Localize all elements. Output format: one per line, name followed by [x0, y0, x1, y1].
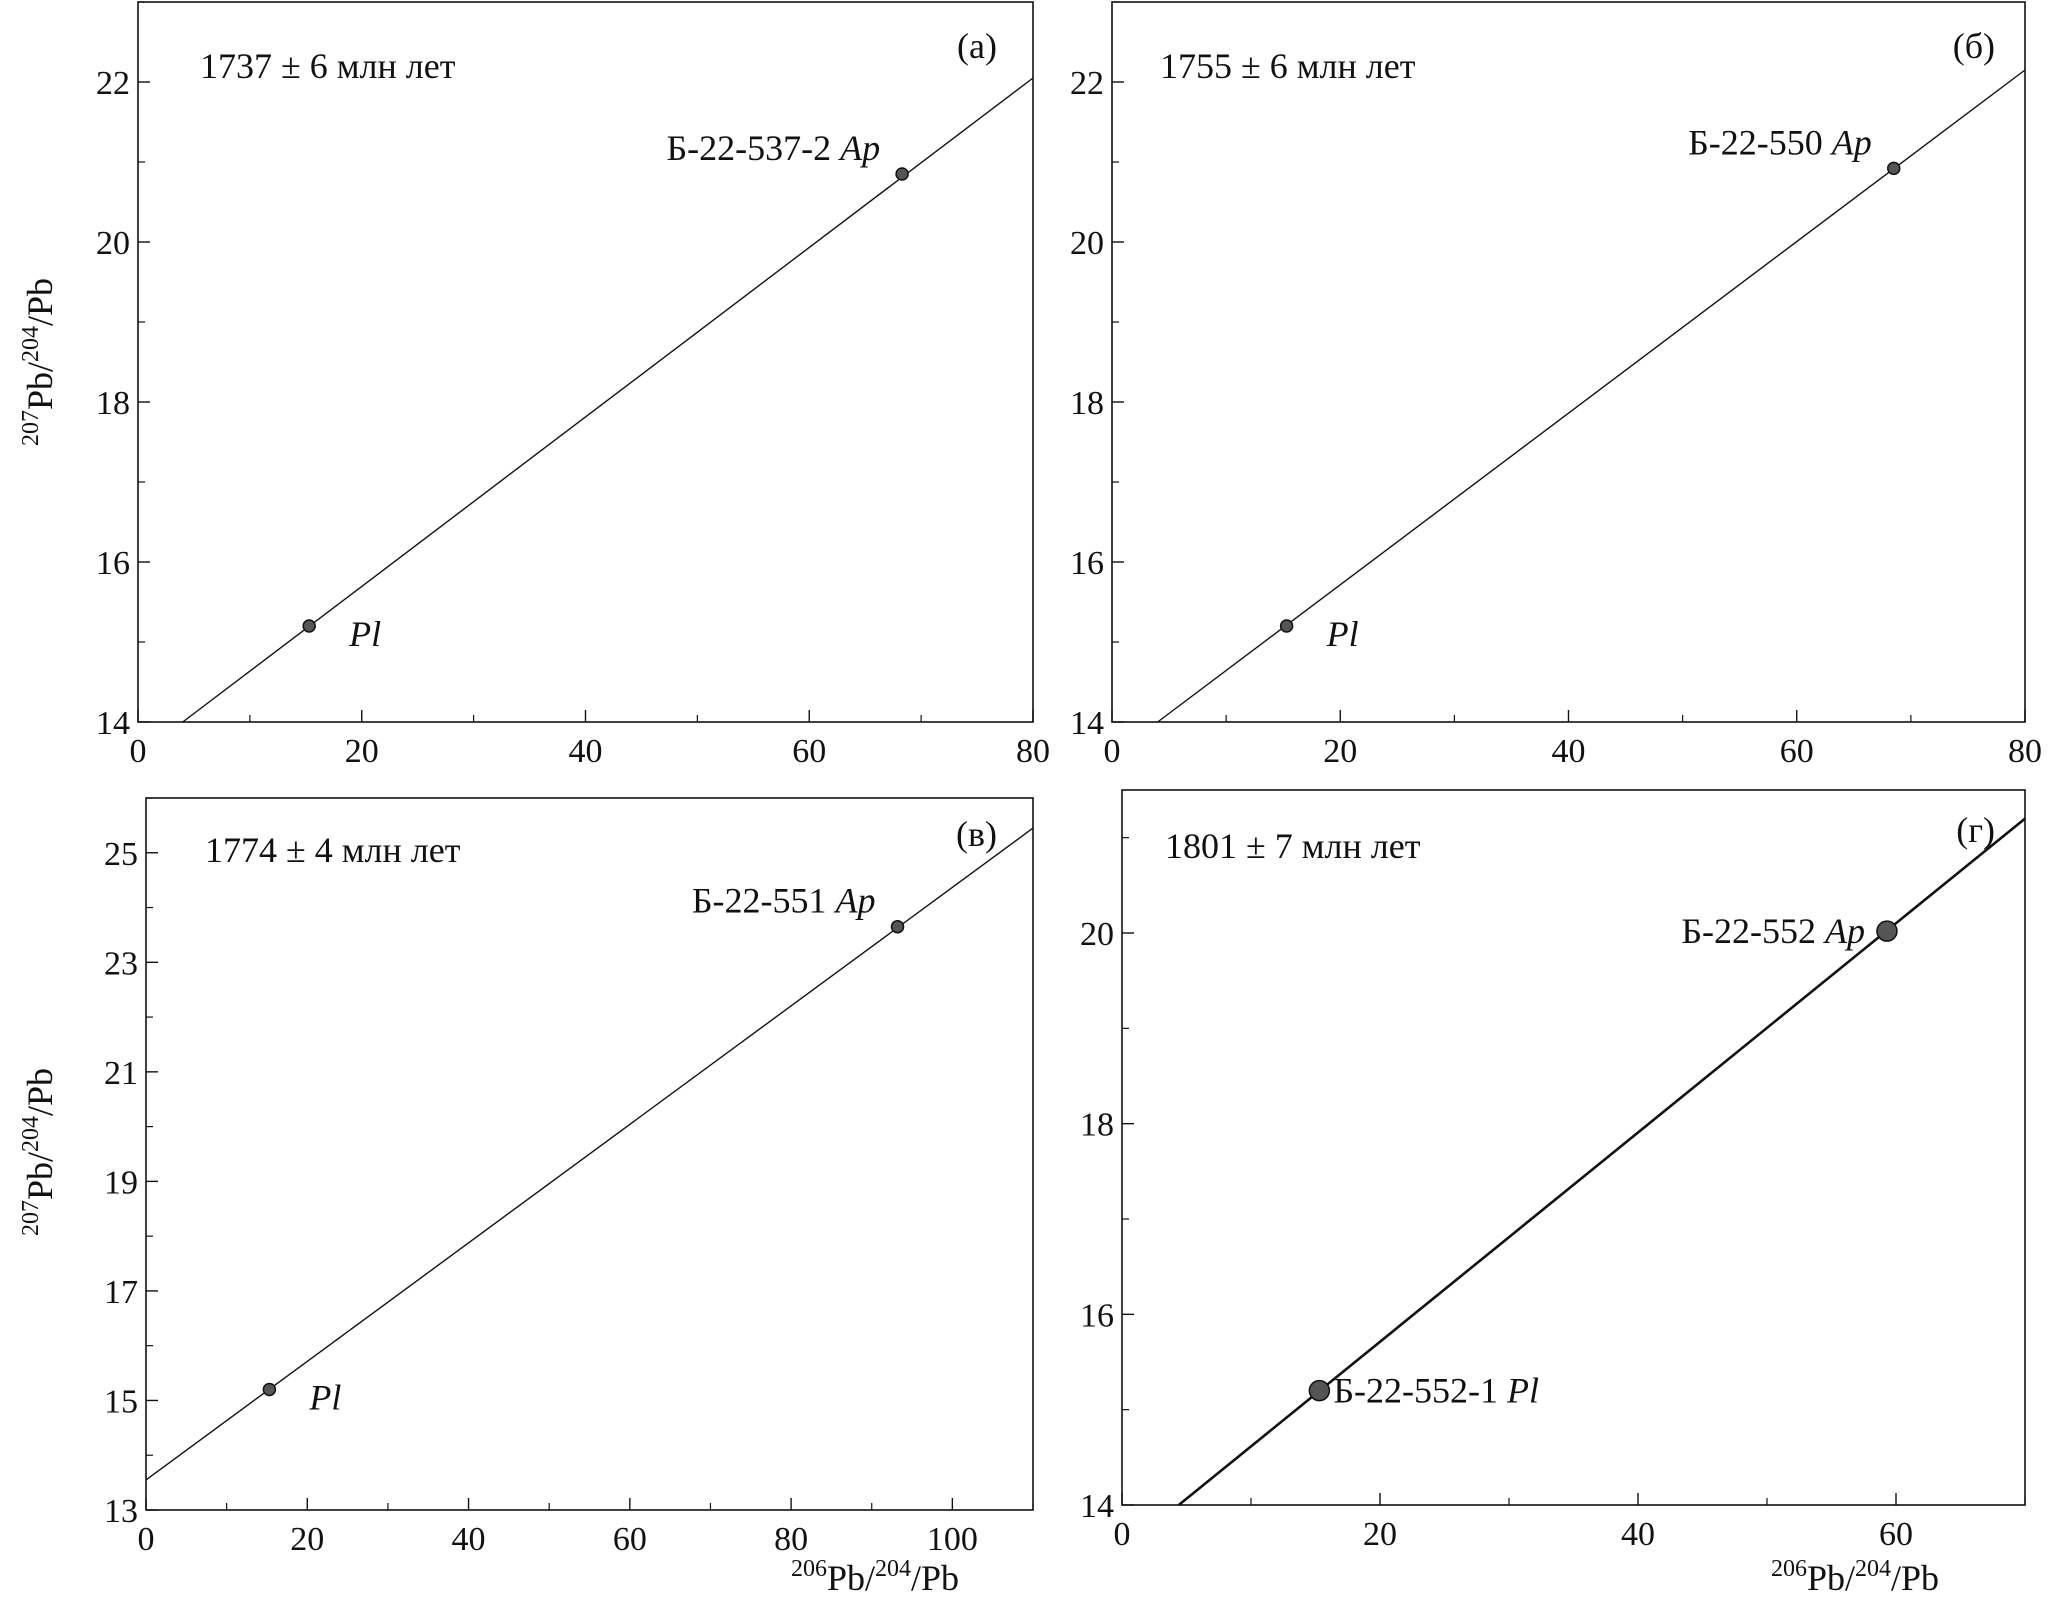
y-tick-label: 25: [104, 836, 138, 873]
data-point: [262, 1382, 277, 1397]
plot-frame: [1111, 1, 2026, 723]
data-point: [1308, 1379, 1331, 1402]
data-point: [1887, 161, 1901, 176]
y-tick-label: 14: [1080, 1488, 1114, 1525]
y-tick-label: 23: [104, 945, 138, 982]
x-tick-label: 60: [792, 733, 826, 770]
x-tick-label: 60: [1780, 733, 1814, 770]
data-point: [890, 919, 905, 934]
panel-letter: (а): [957, 26, 997, 66]
y-tick-label: 22: [1070, 65, 1104, 102]
data-point: [1876, 920, 1898, 942]
isochron-panel-4: 0 20 40 60 14 16 18 20 Б-22-552-1 Pl Б-22-552 Ap 1…: [1080, 789, 2026, 1598]
point-label: Pl: [348, 614, 381, 654]
age-annotation: 1737 ± 6 млн лет: [200, 46, 456, 86]
data-point: [895, 167, 909, 181]
x-tick-label: 20: [345, 733, 379, 770]
isochron-line: [145, 827, 1034, 1481]
y-tick-label: 18: [1080, 1107, 1114, 1144]
x-tick-label: 0: [138, 1521, 155, 1558]
x-tick-label: 0: [130, 733, 147, 770]
y-tick-label: 22: [96, 65, 130, 102]
x-tick-label: 20: [290, 1521, 324, 1558]
x-tick-label: 0: [1114, 1516, 1131, 1553]
x-tick-label: 80: [1016, 733, 1050, 770]
x-tick-label: 40: [452, 1521, 486, 1558]
point-label: Б-22-537-2 Ap: [666, 128, 880, 168]
point-label: Б-22-552 Ap: [1681, 911, 1865, 951]
y-tick-label: 20: [1070, 225, 1104, 262]
x-axis-title: 206Pb/204/Pb: [791, 1556, 959, 1598]
point-label: Pl: [308, 1378, 341, 1418]
isochron-line: [182, 77, 1034, 723]
y-tick-label: 18: [1070, 385, 1104, 422]
y-axis-title: 207Pb/204/Pb: [18, 278, 60, 446]
x-tick-label: 20: [1363, 1516, 1397, 1553]
x-axis-title: 206Pb/204/Pb: [1771, 1556, 1939, 1598]
x-tick-label: 80: [2008, 733, 2042, 770]
isochron-panel-2: 0 20 40 60 80 14 16 18 20 22 Pl Б-22-550 Ap 1755 ± 6…: [1070, 1, 2042, 770]
y-axis-title: 207Pb/204/Pb: [18, 1068, 60, 1236]
age-annotation: 1801 ± 7 млн лет: [1165, 826, 1421, 866]
x-tick-label: 40: [569, 733, 603, 770]
y-tick-label: 14: [1070, 705, 1104, 742]
y-tick-label: 14: [96, 705, 130, 742]
y-tick-label: 16: [96, 545, 130, 582]
panel-letter: (г): [1956, 810, 1995, 850]
y-tick-label: 13: [104, 1493, 138, 1530]
age-annotation: 1755 ± 6 млн лет: [1160, 46, 1416, 86]
point-label: Б-22-552-1 Pl: [1333, 1371, 1539, 1411]
isochron-panel-1: 0 20 40 60 80 14 16 18 20 22 Pl Б-22-537-2 Ap 1737 ±…: [18, 1, 1050, 770]
y-tick-label: 15: [104, 1383, 138, 1420]
x-tick-label: 60: [613, 1521, 647, 1558]
data-point: [1279, 619, 1294, 633]
plot-frame: [137, 1, 1034, 723]
x-tick-label: 0: [1104, 733, 1121, 770]
point-label: Pl: [1326, 614, 1359, 654]
x-tick-label: 60: [1879, 1516, 1913, 1553]
y-tick-label: 20: [1080, 916, 1114, 953]
y-tick-label: 16: [1070, 545, 1104, 582]
point-label: Б-22-551 Ap: [692, 881, 876, 921]
x-tick-label: 40: [1552, 733, 1586, 770]
x-tick-label: 40: [1621, 1516, 1655, 1553]
y-tick-label: 20: [96, 225, 130, 262]
isochron-line: [1157, 69, 2026, 723]
y-tick-label: 19: [104, 1164, 138, 1201]
age-annotation: 1774 ± 4 млн лет: [205, 830, 461, 870]
y-tick-label: 18: [96, 385, 130, 422]
y-tick-label: 21: [104, 1055, 138, 1092]
point-label: Б-22-550 Ap: [1688, 122, 1872, 162]
isochron-line: [1177, 817, 2026, 1507]
panel-letter: (б): [1953, 26, 1995, 66]
isochron-panel-3: 0 20 40 60 80 100 13 15 17 19 21 23 25 Pl Б-22-551 Ap 1…: [18, 797, 1034, 1598]
x-tick-label: 80: [774, 1521, 808, 1558]
y-tick-label: 16: [1080, 1297, 1114, 1334]
panel-letter: (в): [956, 814, 997, 854]
plot-frame: [1121, 789, 2026, 1506]
data-point: [302, 619, 316, 633]
x-tick-label: 100: [927, 1521, 978, 1558]
y-tick-label: 17: [104, 1274, 138, 1311]
x-tick-label: 20: [1323, 733, 1357, 770]
plot-frame: [145, 797, 1034, 1511]
